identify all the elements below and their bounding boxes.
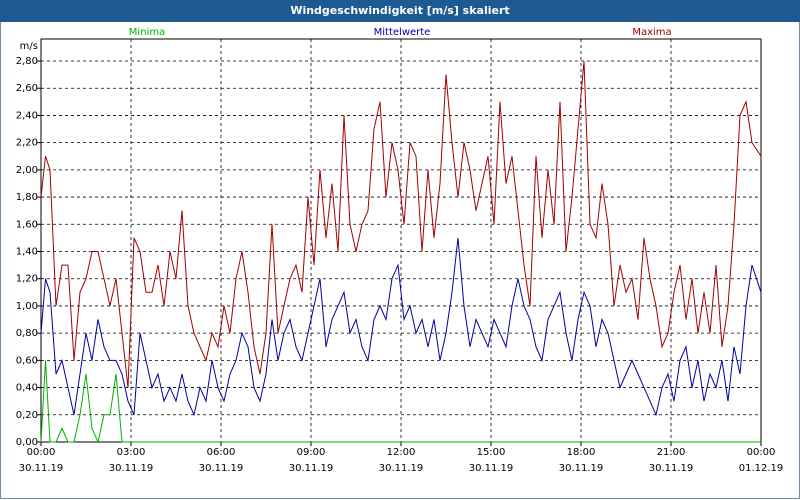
y-tick-label: 1,60	[16, 219, 38, 230]
y-tick-label: 1,40	[16, 247, 38, 258]
y-tick-label: 1,00	[16, 301, 38, 312]
x-tick-label-time: 00:00	[27, 447, 56, 458]
series-line-minima	[40, 360, 761, 444]
x-tick-label-date: 30.11.19	[289, 463, 334, 474]
x-tick-label-time: 21:00	[657, 447, 686, 458]
series-line-maxima	[40, 60, 762, 388]
x-tick-label-date: 30.11.19	[379, 463, 424, 474]
legend-mittelwerte: Mittelwerte	[374, 27, 431, 38]
x-tick-label-date: 30.11.19	[559, 463, 604, 474]
x-tick-label-date: 01.12.19	[739, 463, 784, 474]
legend-maxima: Maxima	[632, 27, 671, 38]
x-tick-label-time: 18:00	[567, 447, 596, 458]
wind-speed-chart: 0,00 0,20 0,40 0,60 0,80 1,00 1,20 1,40 1,60 1,80…	[16, 27, 784, 474]
x-tick-label-date: 30.11.19	[649, 463, 694, 474]
x-tick-label-date: 30.11.19	[109, 463, 154, 474]
x-tick-label-time: 00:00	[747, 447, 776, 458]
chart-frame: 0,00 0,20 0,40 0,60 0,80 1,00 1,20 1,40 1,60 1,80…	[0, 22, 800, 499]
y-tick-label: 2,20	[16, 138, 38, 149]
x-tick-label-time: 15:00	[477, 447, 506, 458]
y-tick-label: 2,80	[16, 56, 38, 67]
x-tick-label-time: 03:00	[117, 447, 146, 458]
series-line-mittelwerte	[40, 237, 762, 417]
x-tick-label-time: 06:00	[207, 447, 236, 458]
y-tick-label: 1,80	[16, 192, 38, 203]
y-tick-label: 0,40	[16, 383, 38, 394]
y-axis-label: m/s	[20, 41, 38, 52]
y-tick-label: 0,60	[16, 355, 38, 366]
x-tick-label-time: 12:00	[387, 447, 416, 458]
y-tick-label: 2,40	[16, 110, 38, 121]
x-tick-label-date: 30.11.19	[469, 463, 514, 474]
y-tick-label: 1,20	[16, 274, 38, 285]
chart-title: Windgeschwindigkeit [m/s] skaliert	[0, 0, 800, 22]
y-tick-label: 2,00	[16, 165, 38, 176]
y-tick-label: 2,60	[16, 83, 38, 94]
y-tick-label: 0,20	[16, 410, 38, 421]
y-tick-label: 0,80	[16, 328, 38, 339]
y-tick-label: 0,00	[16, 437, 38, 448]
legend-minima: Minima	[129, 27, 165, 38]
x-tick-label-date: 30.11.19	[19, 463, 64, 474]
x-tick-label-date: 30.11.19	[199, 463, 244, 474]
x-tick-label-time: 09:00	[297, 447, 326, 458]
